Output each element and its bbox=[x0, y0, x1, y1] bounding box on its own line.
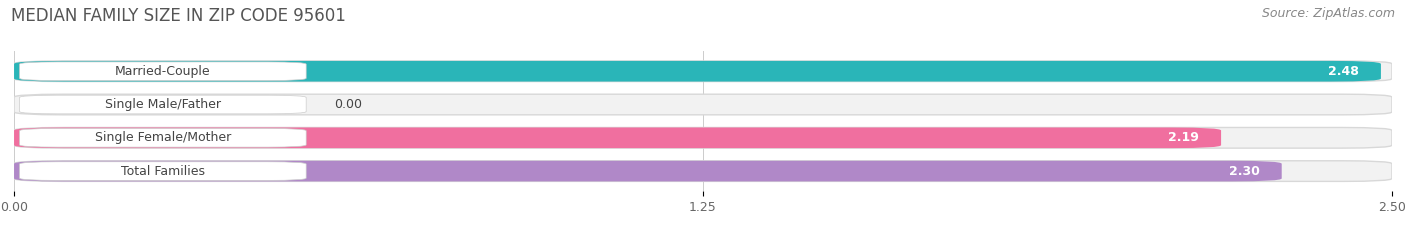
FancyBboxPatch shape bbox=[20, 62, 307, 81]
Text: Married-Couple: Married-Couple bbox=[115, 65, 211, 78]
Text: Total Families: Total Families bbox=[121, 164, 205, 178]
FancyBboxPatch shape bbox=[20, 162, 307, 180]
FancyBboxPatch shape bbox=[14, 127, 1220, 148]
Text: Single Female/Mother: Single Female/Mother bbox=[94, 131, 231, 144]
Text: MEDIAN FAMILY SIZE IN ZIP CODE 95601: MEDIAN FAMILY SIZE IN ZIP CODE 95601 bbox=[11, 7, 346, 25]
Text: Single Male/Father: Single Male/Father bbox=[105, 98, 221, 111]
FancyBboxPatch shape bbox=[14, 161, 1282, 182]
Text: 0.00: 0.00 bbox=[333, 98, 361, 111]
FancyBboxPatch shape bbox=[14, 94, 1392, 115]
Text: Source: ZipAtlas.com: Source: ZipAtlas.com bbox=[1261, 7, 1395, 20]
FancyBboxPatch shape bbox=[20, 95, 307, 114]
Text: 2.48: 2.48 bbox=[1329, 65, 1358, 78]
FancyBboxPatch shape bbox=[20, 128, 307, 147]
Text: 2.30: 2.30 bbox=[1229, 164, 1260, 178]
Text: 2.19: 2.19 bbox=[1168, 131, 1199, 144]
FancyBboxPatch shape bbox=[14, 161, 1392, 182]
FancyBboxPatch shape bbox=[14, 61, 1392, 82]
FancyBboxPatch shape bbox=[14, 127, 1392, 148]
FancyBboxPatch shape bbox=[14, 61, 1381, 82]
